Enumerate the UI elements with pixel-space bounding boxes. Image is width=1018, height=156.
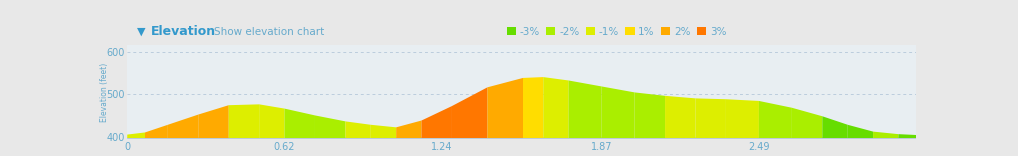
Polygon shape [848, 125, 873, 138]
Polygon shape [371, 125, 396, 138]
Y-axis label: Elevation (feet): Elevation (feet) [100, 62, 109, 122]
Polygon shape [792, 108, 823, 138]
Polygon shape [569, 80, 602, 138]
Polygon shape [873, 132, 899, 138]
Polygon shape [602, 86, 634, 138]
Text: Show elevation chart: Show elevation chart [214, 27, 325, 37]
Polygon shape [634, 92, 665, 138]
Polygon shape [260, 104, 285, 138]
Polygon shape [315, 115, 345, 138]
Polygon shape [229, 104, 260, 138]
Text: Elevation: Elevation [151, 25, 216, 38]
Text: ▼: ▼ [136, 27, 146, 37]
Legend: -3%, -2%, -1%, 1%, 2%, 3%: -3%, -2%, -1%, 1%, 2%, 3% [507, 27, 726, 37]
Polygon shape [345, 121, 371, 138]
Polygon shape [452, 87, 488, 138]
Polygon shape [544, 77, 569, 138]
Polygon shape [285, 109, 315, 138]
Polygon shape [168, 115, 199, 138]
Polygon shape [523, 77, 544, 138]
Polygon shape [199, 105, 229, 138]
Polygon shape [421, 106, 452, 138]
Polygon shape [145, 125, 168, 138]
Polygon shape [127, 132, 145, 138]
Polygon shape [823, 116, 848, 138]
Polygon shape [758, 101, 792, 138]
Polygon shape [665, 96, 695, 138]
Polygon shape [488, 78, 523, 138]
Polygon shape [899, 134, 916, 138]
Polygon shape [726, 99, 758, 138]
Polygon shape [396, 121, 421, 138]
Polygon shape [695, 98, 726, 138]
